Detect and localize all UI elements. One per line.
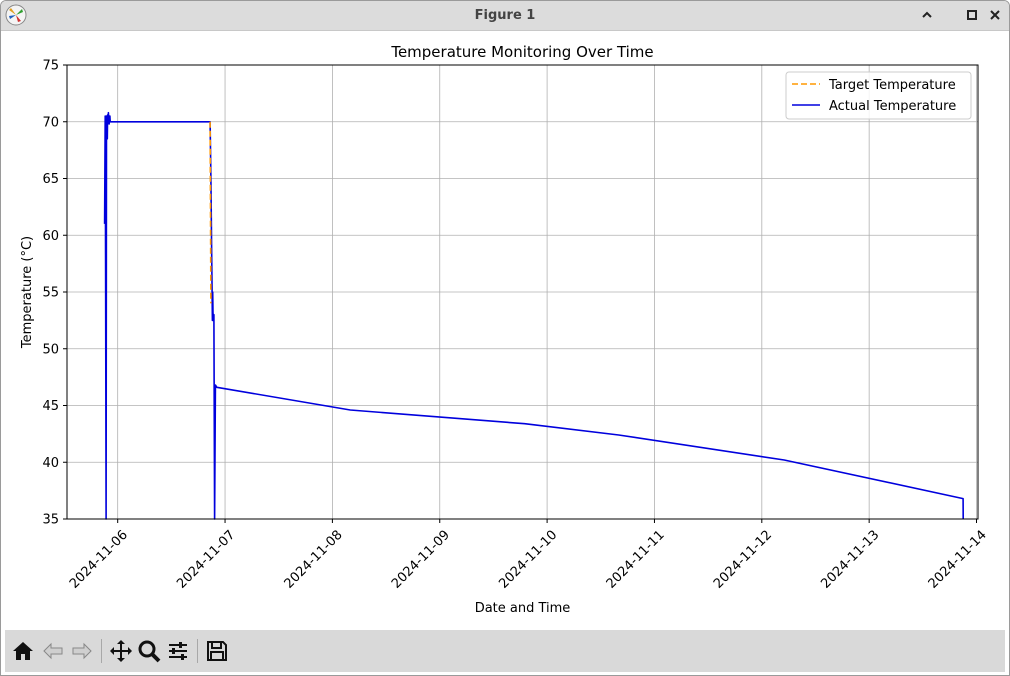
toolbar-separator <box>197 639 198 663</box>
y-tick-label: 50 <box>42 342 59 357</box>
y-tick-label: 40 <box>42 456 59 471</box>
y-tick-label: 75 <box>42 59 59 74</box>
forward-button[interactable] <box>69 638 95 664</box>
title-bar: Figure 1 <box>1 1 1009 31</box>
pan-button[interactable] <box>108 638 134 664</box>
matplotlib-logo-icon <box>5 4 27 26</box>
configure-subplots-icon <box>169 642 187 660</box>
pan-icon <box>110 640 132 662</box>
y-tick-label: 55 <box>42 286 59 301</box>
chevron-up-icon <box>922 11 932 18</box>
legend-box <box>785 71 972 120</box>
minimize-button[interactable] <box>917 5 937 25</box>
home-icon <box>13 642 33 660</box>
y-tick-label: 35 <box>42 513 59 528</box>
y-tick-label: 65 <box>42 172 59 187</box>
target-temperature-line <box>209 121 212 304</box>
back-button[interactable] <box>40 638 66 664</box>
x-tick-label: 2024-11-08 <box>282 528 346 592</box>
actual-temperature-line <box>103 111 965 520</box>
close-icon <box>990 10 1000 20</box>
chart-svg: 35 40 45 50 55 60 65 70 75 2024-11-06 2024-11-07 20… <box>20 43 990 616</box>
legend-label-actual: Actual Temperature <box>829 99 956 114</box>
tick-layer: 35 40 45 50 55 60 65 70 75 2024-11-06 2024-11-07 20… <box>42 59 989 592</box>
window-title: Figure 1 <box>474 8 536 23</box>
back-icon <box>43 642 63 660</box>
legend: Target Temperature Actual Temperature <box>785 71 972 120</box>
legend-label-target: Target Temperature <box>828 78 956 93</box>
navigation-toolbar <box>5 630 1005 672</box>
maximize-button[interactable] <box>962 5 982 25</box>
y-tick-label: 60 <box>42 229 59 244</box>
square-icon <box>967 10 977 20</box>
zoom-icon <box>138 640 161 663</box>
x-tick-label: 2024-11-11 <box>604 528 668 592</box>
close-button[interactable] <box>985 5 1005 25</box>
y-tick-label: 45 <box>42 399 59 414</box>
x-axis-label: Date and Time <box>475 601 571 616</box>
data-layer <box>103 111 965 520</box>
chart-title: Temperature Monitoring Over Time <box>390 43 653 61</box>
x-tick-label: 2024-11-07 <box>174 528 238 592</box>
configure-subplots-button[interactable] <box>165 638 191 664</box>
x-tick-label: 2024-11-10 <box>496 528 560 592</box>
save-button[interactable] <box>204 638 230 664</box>
x-tick-label: 2024-11-06 <box>67 528 131 592</box>
grid-layer <box>67 64 978 520</box>
zoom-button[interactable] <box>136 638 162 664</box>
x-tick-label: 2024-11-12 <box>711 528 775 592</box>
x-tick-label: 2024-11-09 <box>389 528 453 592</box>
y-axis-label: Temperature (°C) <box>20 236 35 349</box>
x-tick-label: 2024-11-14 <box>926 528 990 592</box>
y-tick-label: 70 <box>42 115 59 130</box>
x-tick-label: 2024-11-13 <box>818 528 882 592</box>
forward-icon <box>72 642 92 660</box>
save-icon <box>207 641 227 661</box>
home-button[interactable] <box>10 638 36 664</box>
figure-canvas[interactable]: 35 40 45 50 55 60 65 70 75 2024-11-06 2024-11-07 20… <box>1 31 1009 629</box>
toolbar-separator <box>101 639 102 663</box>
